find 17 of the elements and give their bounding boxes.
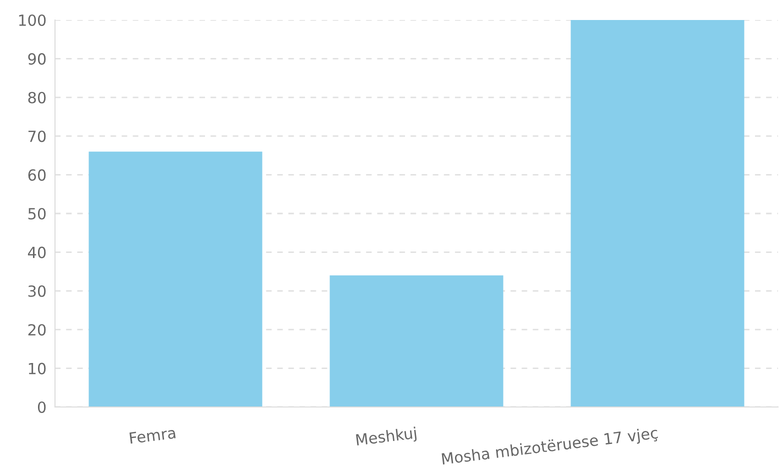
bar (570, 20, 744, 407)
bar (88, 152, 262, 407)
x-tick-label: Femra (130, 427, 176, 444)
y-tick-label: 70 (28, 130, 46, 142)
y-tick-label: 0 (38, 401, 46, 414)
y-tick-label: 90 (28, 53, 46, 65)
y-tick-label: 10 (28, 362, 46, 374)
y-tick-label: 50 (28, 208, 46, 220)
y-tick-label: 80 (28, 92, 46, 104)
y-tick-label: 60 (28, 169, 46, 181)
bar (330, 275, 504, 407)
y-tick-label: 100 (19, 14, 46, 26)
y-tick-label: 30 (28, 285, 46, 297)
x-tick-label: Mosha mbizotëruese 17 vjeç (442, 426, 658, 468)
y-tick-label: 40 (28, 246, 46, 258)
y-tick-label: 20 (28, 324, 46, 336)
x-tick-label: Meshkuj (356, 426, 417, 449)
